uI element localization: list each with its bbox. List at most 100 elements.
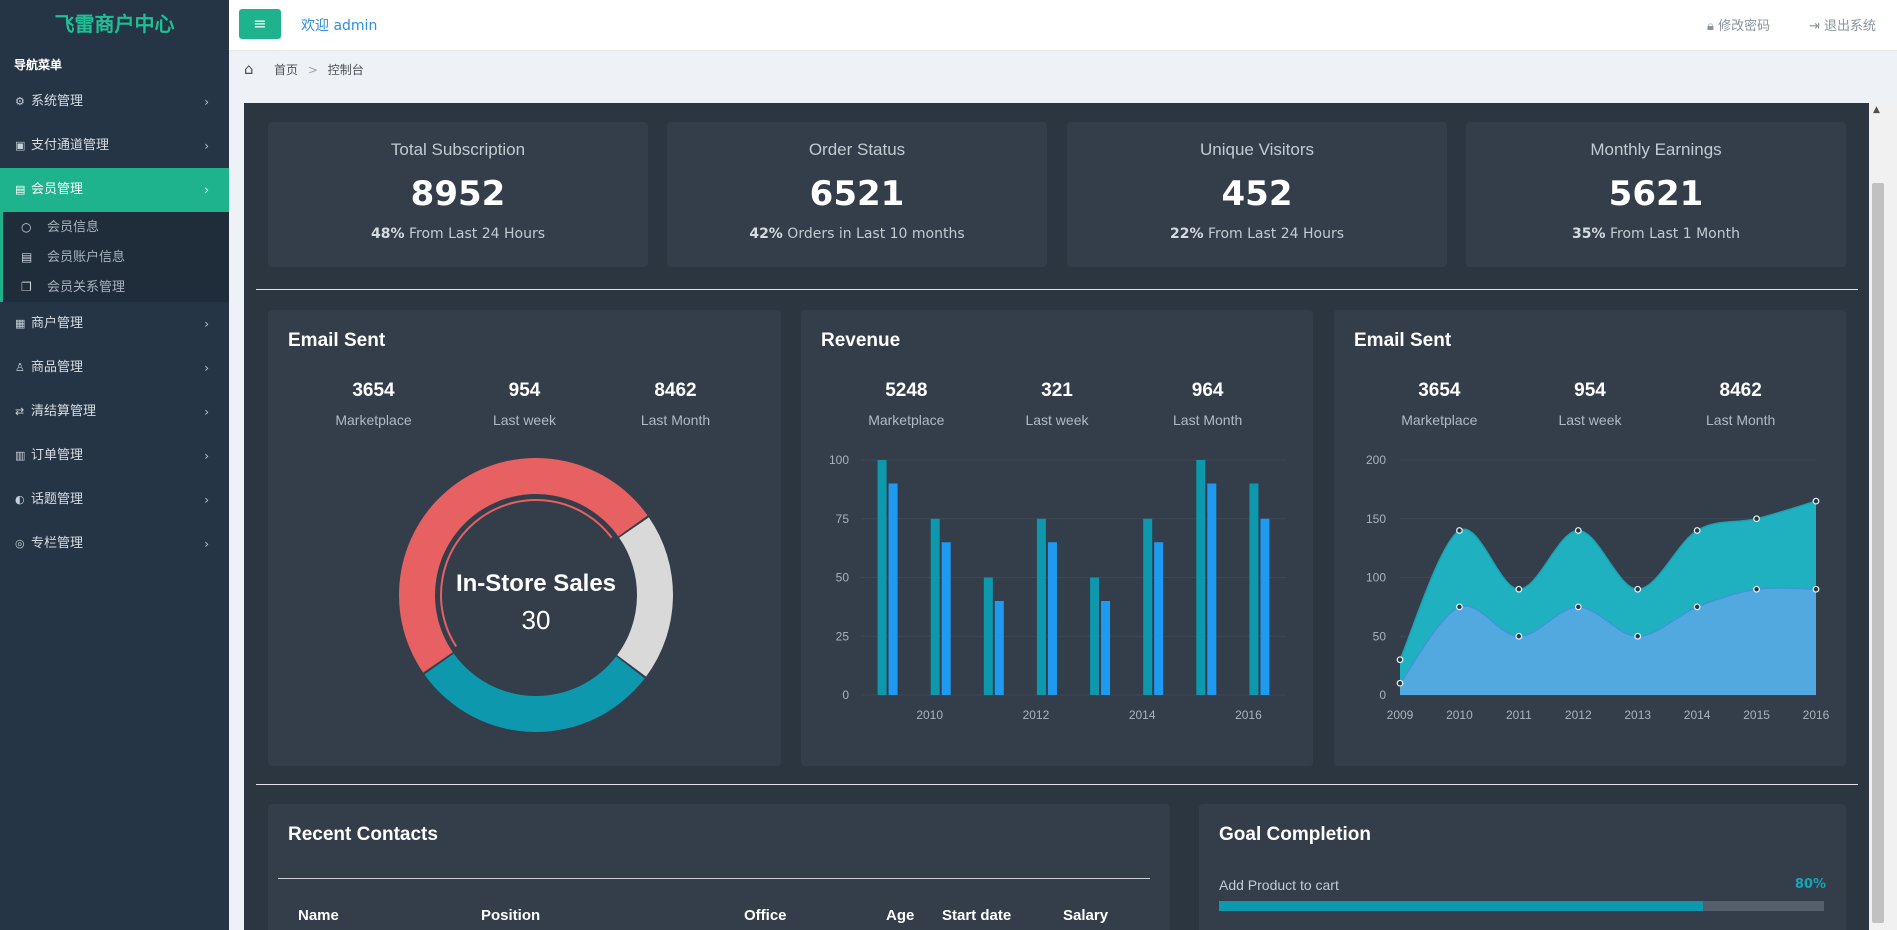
contacts-table: Name Position Office Age Start date Sala… — [298, 907, 1143, 924]
data-point — [1812, 497, 1820, 505]
kpi-label: Last week — [1558, 412, 1622, 428]
kpi: 5248 Marketplace — [846, 380, 966, 428]
subitem-member-info[interactable]: ○ 会员信息 — [3, 212, 229, 242]
sidebar-item-topics[interactable]: ◐ 话题管理 › — [0, 478, 229, 522]
chevron-right-icon: › — [204, 139, 209, 153]
logout-label: 退出系统 — [1824, 19, 1877, 34]
column-header[interactable]: Name — [298, 907, 339, 924]
subitem-member-relations[interactable]: ❐ 会员关系管理 — [3, 272, 229, 302]
sidebar-item-products[interactable]: ♙ 商品管理 › — [0, 346, 229, 390]
donut-highlight-arc — [440, 499, 613, 648]
scrollbar[interactable]: ▲ — [1869, 103, 1897, 930]
stat-note: 22% From Last 24 Hours — [1067, 226, 1447, 242]
subitem-label: 会员关系管理 — [47, 280, 126, 295]
y-tick-label: 200 — [1366, 453, 1386, 467]
sidebar-item-payment[interactable]: ▣ 支付通道管理 › — [0, 124, 229, 168]
y-tick-label: 75 — [836, 512, 850, 526]
divider — [256, 784, 1858, 785]
x-tick-label: 2011 — [1506, 708, 1532, 722]
sidebar-item-system[interactable]: ⚙ 系统管理 › — [0, 80, 229, 124]
sidebar-item-settlement[interactable]: ⇄ 清结算管理 › — [0, 390, 229, 434]
chevron-right-icon: › — [204, 405, 209, 419]
data-point — [1574, 527, 1582, 534]
column-header[interactable]: Office — [744, 907, 787, 924]
column-header[interactable]: Salary — [1063, 907, 1109, 924]
kpi: 954 Last week — [1530, 380, 1650, 428]
stat-value: 8952 — [410, 174, 506, 214]
bar — [1036, 518, 1046, 695]
change-password-label: 修改密码 — [1718, 19, 1771, 34]
kpi: 321 Last week — [997, 380, 1117, 428]
brand-title: 飞雷商户中心 — [54, 12, 175, 36]
breadcrumb-home[interactable]: 首页 — [274, 63, 299, 77]
table-header-row: Name Position Office Age Start date Sala… — [298, 907, 1143, 924]
data-point — [1396, 656, 1404, 664]
chevron-right-icon: › — [204, 361, 209, 375]
bar — [877, 460, 887, 695]
column-header[interactable]: Start date — [942, 907, 1012, 924]
y-tick-label: 0 — [842, 688, 849, 702]
data-point — [1396, 679, 1404, 687]
bar — [1260, 518, 1270, 695]
bar — [1101, 601, 1111, 695]
welcome-text[interactable]: 欢迎 admin — [301, 18, 378, 34]
scrollbar-thumb[interactable] — [1872, 183, 1884, 923]
sidebar-item-columns[interactable]: ◎ 专栏管理 › — [0, 522, 229, 566]
home-icon[interactable]: ⌂ — [244, 60, 254, 78]
data-point — [1515, 585, 1523, 593]
column-header[interactable]: Age — [886, 907, 915, 924]
y-tick-label: 100 — [829, 453, 849, 467]
breadcrumb-current: 控制台 — [327, 63, 364, 77]
sidebar-item-members[interactable]: ▤ 会员管理 › — [0, 168, 229, 212]
column-header[interactable]: Position — [481, 907, 541, 924]
circle-icon: ◐ — [15, 493, 25, 506]
bar — [930, 518, 940, 695]
x-tick-label: 2016 — [1235, 708, 1262, 722]
sidebar-item-label: 订单管理 — [31, 448, 84, 463]
breadcrumb: ⌂ 首页 > 控制台 — [229, 51, 1897, 87]
breadcrumb-text: 首页 > 控制台 — [274, 61, 364, 78]
panel-title: Goal Completion — [1219, 824, 1371, 845]
divider — [256, 289, 1858, 290]
panel-revenue-bars: Revenue 5248 Marketplace 321 Last week 964… — [801, 310, 1313, 766]
kpi-label: Marketplace — [1401, 412, 1478, 428]
kpi: 8462 Last Month — [1681, 380, 1801, 428]
sidebar: 飞雷商户中心 导航菜单 ⚙ 系统管理 › ▣ 支付通道管理 › ▤ 会员管理 › ○ 会… — [0, 0, 229, 930]
kpi-value: 8462 — [654, 380, 697, 401]
data-point — [1634, 585, 1642, 593]
clone-icon: ❐ — [21, 280, 32, 294]
kpi-label: Last week — [492, 412, 557, 428]
data-point — [1812, 585, 1820, 593]
bar — [1047, 542, 1057, 695]
kpi: 3654 Marketplace — [314, 380, 434, 428]
x-tick-label: 2015 — [1743, 708, 1770, 722]
change-password-link[interactable]: 🔒︎ 修改密码 — [1707, 15, 1770, 34]
stat-note: 35% From Last 1 Month — [1466, 226, 1846, 242]
stat-pct: 48% — [371, 226, 405, 242]
x-tick-label: 2012 — [1023, 708, 1050, 722]
bar — [1154, 542, 1164, 695]
scroll-up-icon[interactable]: ▲ — [1873, 105, 1880, 115]
data-point — [1634, 632, 1642, 640]
kpi-label: Marketplace — [868, 412, 945, 428]
kpi-value: 954 — [1574, 380, 1606, 401]
sidebar-item-orders[interactable]: ▥ 订单管理 › — [0, 434, 229, 478]
gear-icon: ⚙ — [15, 95, 25, 108]
y-tick-label: 0 — [1379, 688, 1386, 702]
stat-value: 452 — [1221, 174, 1293, 214]
kpi-value: 954 — [508, 380, 541, 401]
sidebar-item-merchants[interactable]: ▦ 商户管理 › — [0, 302, 229, 346]
bar — [983, 577, 993, 695]
stat-pct: 35% — [1572, 226, 1606, 242]
chevron-right-icon: › — [204, 95, 209, 109]
logout-link[interactable]: ⇥ 退出系统 — [1809, 15, 1876, 34]
bar — [1249, 483, 1259, 695]
sidebar-item-label: 清结算管理 — [31, 404, 97, 419]
bar — [1143, 518, 1153, 695]
stat-label: Total Subscription — [390, 140, 526, 159]
subitem-member-account[interactable]: ▤ 会员账户信息 — [3, 242, 229, 272]
bar-chart: 0 25 50 75 100 2010 2012 2014 2016 — [829, 453, 1286, 722]
x-tick-label: 2013 — [1624, 708, 1651, 722]
menu-toggle-button[interactable]: ≡ — [239, 9, 281, 39]
panel-email-sent-area: Email Sent 3654 Marketplace 954 Last week … — [1334, 310, 1846, 766]
